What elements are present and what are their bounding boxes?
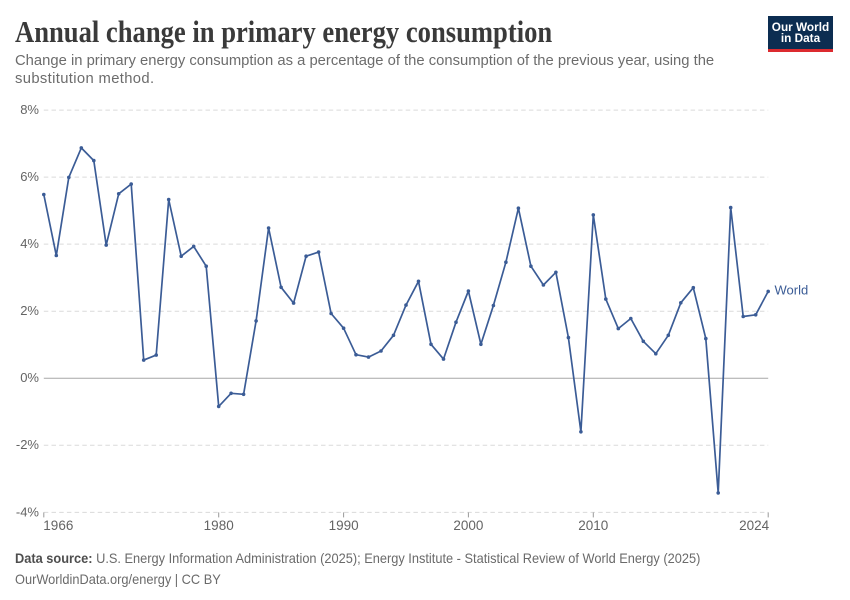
svg-text:-4%: -4% <box>16 504 40 519</box>
svg-text:8%: 8% <box>20 102 39 117</box>
svg-text:-2%: -2% <box>16 437 40 452</box>
svg-text:0%: 0% <box>20 370 39 385</box>
svg-text:1990: 1990 <box>329 518 359 533</box>
svg-text:2010: 2010 <box>578 518 608 533</box>
svg-text:2000: 2000 <box>453 518 483 533</box>
svg-text:1966: 1966 <box>43 518 73 533</box>
svg-text:2%: 2% <box>20 303 39 318</box>
svg-text:World: World <box>775 282 809 297</box>
svg-text:6%: 6% <box>20 169 39 184</box>
svg-text:1980: 1980 <box>204 518 234 533</box>
svg-text:4%: 4% <box>20 236 39 251</box>
svg-text:2024: 2024 <box>739 518 770 533</box>
